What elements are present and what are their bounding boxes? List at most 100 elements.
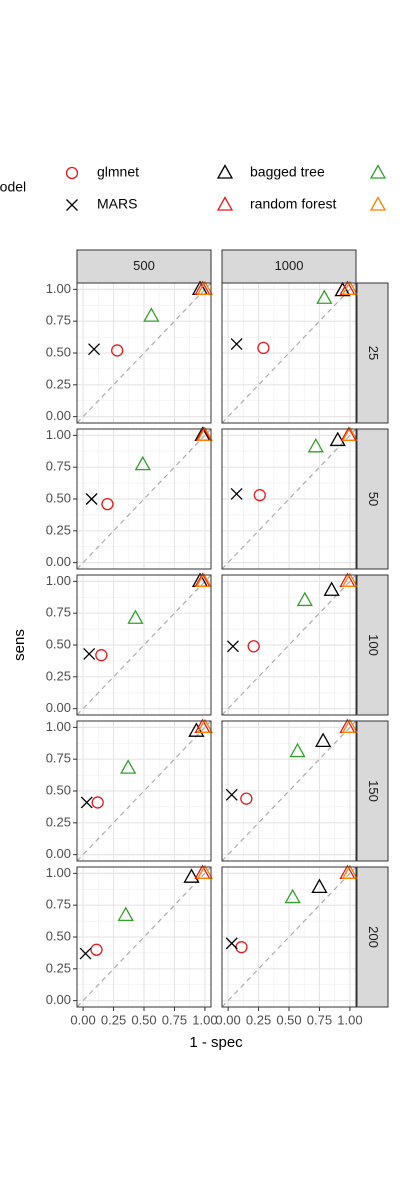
point xyxy=(196,718,214,734)
y-tick-label: 0.00 xyxy=(46,846,71,861)
point xyxy=(253,489,266,502)
y-tick-label: 1.00 xyxy=(46,865,71,880)
point xyxy=(316,289,333,304)
y-tick-label: 0.50 xyxy=(46,636,71,651)
y-tick-label: 0.00 xyxy=(46,700,71,715)
legend-label: bagged tree xyxy=(250,164,325,180)
y-tick-label: 0.50 xyxy=(46,782,71,797)
panel-border xyxy=(221,428,357,570)
legend-title: model xyxy=(0,179,26,195)
point xyxy=(117,906,134,922)
strip xyxy=(356,866,389,1008)
x-tick-label: 1.00 xyxy=(192,1012,217,1027)
y-tick-label: 0.00 xyxy=(46,408,71,423)
y-tick-label: 0.75 xyxy=(46,459,71,474)
point xyxy=(341,718,359,734)
legend-key xyxy=(66,199,78,211)
y-tick-label: 0.75 xyxy=(46,897,71,912)
legend-key xyxy=(369,164,387,179)
point xyxy=(247,640,260,653)
point xyxy=(95,649,108,662)
point xyxy=(257,341,270,355)
y-tick-label: 0.75 xyxy=(46,605,71,620)
y-tick-label: 1.00 xyxy=(46,719,71,734)
legend-label: glmnet xyxy=(97,164,139,180)
x-tick-label: 0.50 xyxy=(131,1012,156,1027)
y-tick-label: 0.75 xyxy=(46,313,71,328)
y-tick-label: 0.50 xyxy=(46,928,71,943)
point xyxy=(196,864,214,880)
strip xyxy=(356,574,389,716)
point xyxy=(341,572,359,588)
point xyxy=(111,344,124,357)
point xyxy=(289,742,306,758)
y-tick-label: 0.00 xyxy=(46,554,71,569)
strip xyxy=(356,720,389,862)
x-tick-label: 0.75 xyxy=(307,1012,332,1027)
point xyxy=(341,280,359,296)
point xyxy=(91,796,104,809)
legend-label: random forest xyxy=(250,196,336,212)
x-tick-label: 0.00 xyxy=(215,1012,240,1027)
point xyxy=(134,455,151,471)
panel-border xyxy=(221,282,357,424)
x-tick-label: 0.00 xyxy=(70,1012,95,1027)
point xyxy=(230,487,243,500)
point xyxy=(323,581,340,596)
y-tick-label: 0.50 xyxy=(46,344,71,359)
y-tick-label: 1.00 xyxy=(46,281,71,296)
point xyxy=(127,609,144,624)
y-tick-label: 0.00 xyxy=(46,992,71,1007)
strip xyxy=(76,249,212,284)
point xyxy=(80,796,93,809)
point xyxy=(196,280,214,296)
y-tick-label: 0.50 xyxy=(46,490,71,505)
legend-key xyxy=(65,166,79,180)
panel-border xyxy=(221,720,357,862)
point xyxy=(196,426,214,442)
point xyxy=(120,759,137,774)
strip xyxy=(356,428,389,570)
point xyxy=(143,307,160,322)
y-tick-label: 0.25 xyxy=(46,522,71,537)
y-tick-label: 0.25 xyxy=(46,668,71,683)
point xyxy=(230,338,243,351)
strip-label: 50 xyxy=(366,492,381,506)
x-tick-label: 1.00 xyxy=(337,1012,362,1027)
point xyxy=(311,878,328,894)
y-tick-label: 0.25 xyxy=(46,960,71,975)
point xyxy=(85,493,98,505)
strip-label: 100 xyxy=(366,634,381,656)
y-tick-label: 0.75 xyxy=(46,751,71,766)
x-tick-label: 0.50 xyxy=(276,1012,301,1027)
point xyxy=(341,426,359,442)
y-tick-label: 1.00 xyxy=(46,573,71,588)
legend-label: MARS xyxy=(97,196,137,212)
x-axis-title: 1 - spec xyxy=(189,1034,243,1051)
panel-border xyxy=(221,574,357,716)
x-tick-label: 0.25 xyxy=(246,1012,271,1027)
point xyxy=(83,647,96,660)
point xyxy=(225,788,238,801)
y-tick-label: 0.25 xyxy=(46,376,71,391)
point xyxy=(79,947,92,960)
legend-key xyxy=(216,196,234,211)
point xyxy=(225,937,238,950)
legend-key xyxy=(369,196,387,211)
point xyxy=(101,497,114,511)
y-tick-label: 0.25 xyxy=(46,814,71,829)
strip-label: 25 xyxy=(366,346,381,360)
strip xyxy=(221,249,357,284)
point xyxy=(90,943,103,956)
x-tick-label: 0.25 xyxy=(101,1012,126,1027)
strip-label: 150 xyxy=(366,780,381,802)
point xyxy=(88,343,101,356)
strip-label: 200 xyxy=(366,926,381,948)
point xyxy=(284,888,301,904)
point xyxy=(183,868,200,883)
point xyxy=(296,591,313,607)
x-tick-label: 0.75 xyxy=(162,1012,187,1027)
strip-label: 500 xyxy=(133,258,155,273)
point xyxy=(307,437,324,453)
